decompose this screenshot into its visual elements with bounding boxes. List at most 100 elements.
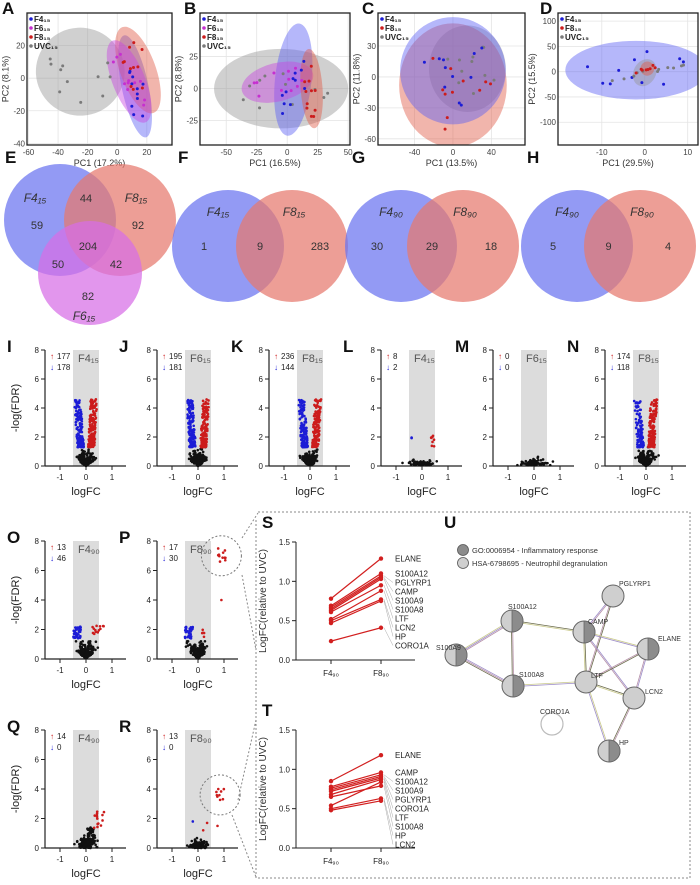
data-point bbox=[304, 420, 308, 423]
line-panel-S: S 0.0 0.5 1.0 1.5 F4₉₀ F8₉₀ LogFC(relative to U… bbox=[258, 513, 432, 678]
data-point bbox=[183, 629, 187, 632]
data-point bbox=[315, 424, 319, 428]
y-tick-label: 0 bbox=[372, 73, 377, 82]
data-point bbox=[484, 80, 488, 84]
data-point bbox=[87, 650, 90, 653]
data-point bbox=[298, 417, 302, 421]
data-point bbox=[192, 424, 196, 428]
x-tick-label: -40 bbox=[409, 148, 421, 157]
data-point bbox=[76, 455, 79, 459]
venn-panel-F: F 1 9 283 F4₁₅ F8₁₅ bbox=[172, 148, 348, 302]
up-arrow-icon: ↑ bbox=[50, 543, 54, 552]
data-point bbox=[216, 547, 220, 550]
series-label: S100A8 bbox=[395, 605, 424, 614]
data-point bbox=[91, 625, 94, 629]
up-count: 8 bbox=[393, 352, 398, 361]
data-point bbox=[189, 421, 193, 424]
data-point bbox=[79, 625, 82, 628]
data-point bbox=[219, 790, 223, 793]
data-point bbox=[215, 790, 218, 794]
data-point bbox=[197, 648, 201, 651]
data-point bbox=[94, 843, 97, 847]
y-tick-label: 4 bbox=[147, 404, 152, 413]
x-axis-label: PC1 (13.5%) bbox=[426, 158, 478, 168]
panel-letter: N bbox=[567, 337, 579, 356]
data-point bbox=[94, 640, 98, 644]
data-point bbox=[86, 827, 89, 830]
data-point bbox=[198, 846, 202, 849]
data-point bbox=[81, 457, 85, 460]
x-tick-label: 1 bbox=[670, 473, 675, 482]
data-point bbox=[79, 642, 82, 646]
x-tick-label: -25 bbox=[251, 148, 263, 157]
data-point bbox=[200, 651, 203, 654]
data-point bbox=[286, 69, 290, 73]
y-tick-label: 25 bbox=[189, 53, 198, 62]
series-label: CORO1A bbox=[395, 641, 429, 650]
data-point bbox=[130, 82, 134, 86]
x-axis-label: logFC bbox=[295, 486, 324, 498]
label-leader bbox=[383, 577, 394, 592]
data-point bbox=[201, 435, 205, 438]
y-tick-label: 0 bbox=[35, 655, 40, 664]
data-point bbox=[93, 431, 96, 435]
data-point bbox=[122, 60, 126, 64]
data-point bbox=[647, 444, 651, 448]
series-line bbox=[330, 778, 382, 796]
shaded-band bbox=[73, 541, 99, 659]
data-point bbox=[95, 810, 99, 813]
data-point bbox=[298, 412, 301, 416]
legend-marker bbox=[202, 35, 206, 39]
down-count: 118 bbox=[617, 363, 630, 372]
venn-set-label: F4₁₅ bbox=[24, 191, 47, 205]
data-point bbox=[536, 456, 539, 460]
legend-label: F4₁₅ bbox=[385, 15, 402, 24]
data-point bbox=[75, 414, 79, 417]
data-point bbox=[77, 428, 80, 432]
data-point bbox=[91, 631, 95, 635]
data-point bbox=[203, 414, 206, 418]
y-tick-label: 6 bbox=[35, 756, 40, 765]
legend-marker bbox=[560, 35, 564, 39]
data-point bbox=[88, 407, 92, 411]
x-tick-label: F4₉₀ bbox=[323, 857, 339, 866]
data-point bbox=[301, 455, 305, 459]
data-point bbox=[258, 78, 262, 82]
plot-frame bbox=[557, 12, 699, 146]
data-point bbox=[206, 414, 209, 418]
data-point bbox=[301, 409, 305, 412]
data-point bbox=[322, 96, 326, 100]
data-point bbox=[96, 646, 100, 649]
legend-marker bbox=[29, 35, 33, 39]
data-point bbox=[86, 445, 90, 449]
label-leader bbox=[383, 578, 394, 601]
data-point bbox=[653, 409, 657, 413]
y-tick-label: -40 bbox=[13, 139, 25, 148]
y-tick-label: 2 bbox=[595, 433, 600, 442]
data-point bbox=[88, 455, 92, 458]
data-point bbox=[648, 67, 652, 71]
condition-label: F8₉₀ bbox=[190, 733, 212, 745]
data-point bbox=[91, 830, 94, 833]
data-point bbox=[312, 442, 316, 445]
data-point bbox=[311, 453, 314, 456]
legend-label: UVC₁₅ bbox=[34, 42, 58, 51]
series-label: CORO1A bbox=[395, 804, 429, 813]
up-count: 195 bbox=[169, 352, 183, 361]
data-point bbox=[90, 426, 94, 430]
node-label: ELANE bbox=[658, 636, 681, 643]
y-tick-label: 6 bbox=[371, 375, 376, 384]
data-point bbox=[314, 422, 317, 426]
venn-count: 82 bbox=[82, 291, 94, 303]
data-point bbox=[215, 793, 219, 797]
x-tick-label: 1 bbox=[222, 473, 227, 482]
x-axis-label: PC1 (17.2%) bbox=[74, 158, 126, 168]
y-tick-label: 1.5 bbox=[279, 538, 291, 547]
series-line bbox=[330, 584, 382, 613]
data-point bbox=[89, 398, 93, 401]
down-count: 46 bbox=[57, 554, 66, 563]
data-point bbox=[131, 87, 135, 91]
data-point bbox=[302, 59, 306, 63]
legend-marker bbox=[560, 26, 564, 30]
plot-area bbox=[27, 13, 172, 145]
